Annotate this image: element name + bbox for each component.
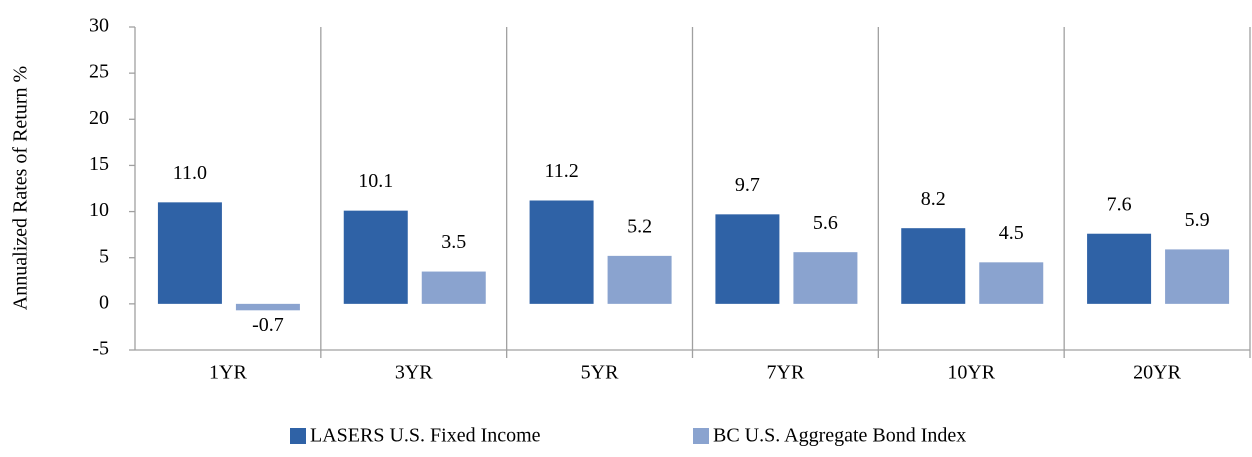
y-tick-label: 15 bbox=[89, 153, 109, 175]
bar bbox=[1087, 233, 1152, 304]
x-tick-label: 1YR bbox=[209, 362, 247, 384]
x-tick-label: 3YR bbox=[395, 362, 433, 384]
data-label: 11.2 bbox=[544, 160, 578, 182]
data-label: 11.0 bbox=[173, 162, 207, 184]
x-tick-label: 10YR bbox=[947, 362, 995, 384]
data-label: 8.2 bbox=[921, 188, 946, 210]
bar bbox=[157, 202, 222, 304]
bar bbox=[529, 200, 594, 304]
data-label: 4.5 bbox=[999, 222, 1024, 244]
legend-swatch bbox=[290, 428, 306, 444]
bar bbox=[979, 262, 1044, 304]
bar bbox=[235, 303, 300, 311]
bar bbox=[421, 271, 486, 304]
data-label: 9.7 bbox=[735, 174, 760, 196]
y-tick-label: 0 bbox=[99, 291, 109, 313]
y-axis-label: Annualized Rates of Return % bbox=[10, 66, 32, 310]
data-label: -0.7 bbox=[252, 314, 284, 336]
legend-label: LASERS U.S. Fixed Income bbox=[310, 425, 541, 447]
x-tick-label: 20YR bbox=[1133, 362, 1181, 384]
bar bbox=[715, 214, 780, 304]
bar bbox=[1165, 249, 1230, 304]
bar bbox=[607, 255, 672, 304]
data-label: 5.2 bbox=[627, 215, 652, 237]
data-label: 5.9 bbox=[1185, 209, 1210, 231]
y-tick-label: 30 bbox=[89, 15, 109, 37]
data-label: 5.6 bbox=[813, 212, 838, 234]
x-tick-label: 7YR bbox=[767, 362, 805, 384]
y-tick-label: 5 bbox=[99, 245, 109, 267]
legend-swatch bbox=[693, 428, 709, 444]
y-tick-label: -5 bbox=[92, 338, 109, 360]
y-tick-label: 20 bbox=[89, 107, 109, 129]
x-tick-label: 5YR bbox=[581, 362, 619, 384]
data-label: 7.6 bbox=[1107, 193, 1132, 215]
data-label: 10.1 bbox=[358, 170, 393, 192]
bar bbox=[343, 210, 408, 304]
data-label: 3.5 bbox=[441, 231, 466, 253]
bar bbox=[793, 252, 858, 304]
y-tick-label: 25 bbox=[89, 61, 109, 83]
legend-label: BC U.S. Aggregate Bond Index bbox=[713, 425, 966, 447]
bar bbox=[901, 228, 966, 304]
y-tick-label: 10 bbox=[89, 199, 109, 221]
